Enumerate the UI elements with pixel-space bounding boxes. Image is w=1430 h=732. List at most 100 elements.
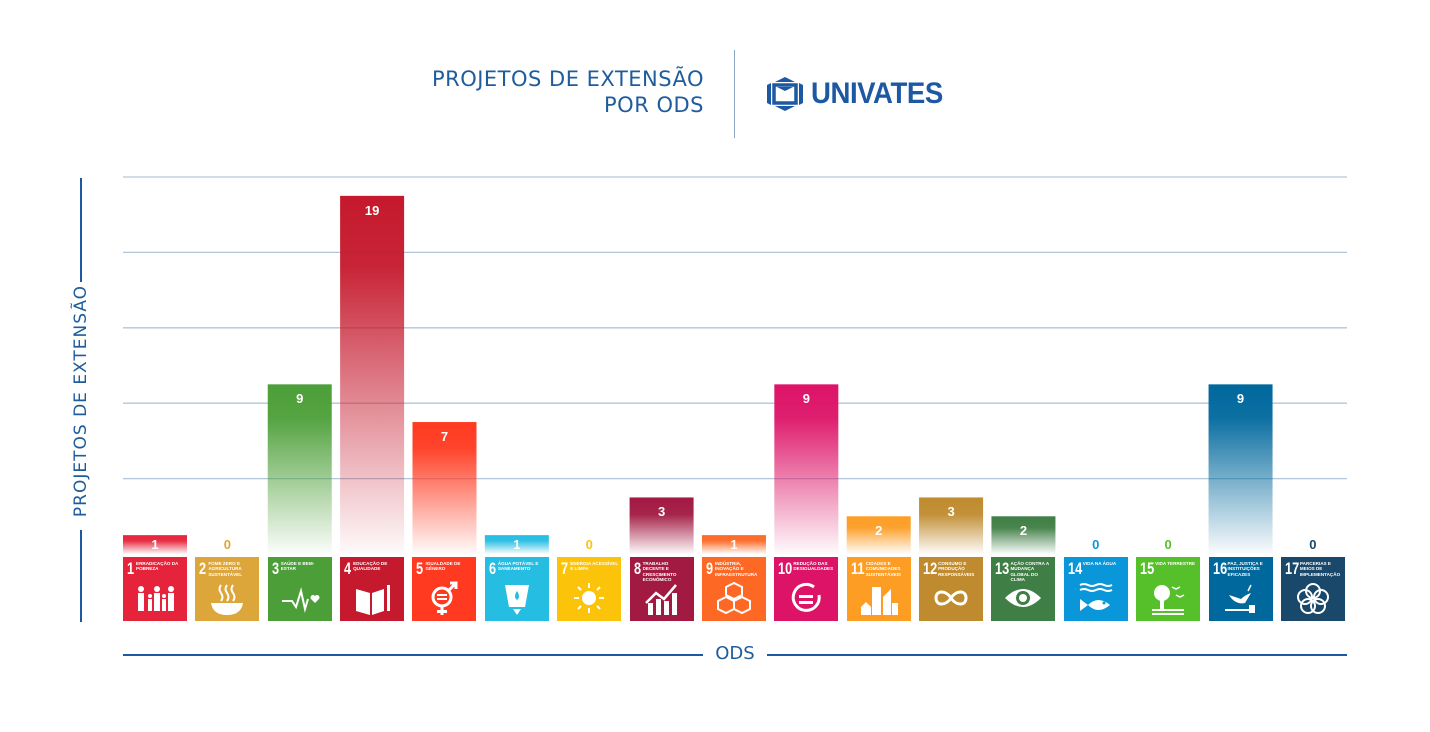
sdg-tile-6: 6 ÁGUA POTÁVEL E SANEAMENTO — [484, 557, 549, 621]
equal-circle-icon — [792, 582, 822, 612]
sdg-number: 7 — [561, 559, 569, 578]
header-divider — [734, 50, 735, 138]
sdg-number: 10 — [778, 559, 793, 578]
sdg-number: 2 — [199, 559, 207, 578]
value-label-ods-5: 7 — [440, 429, 449, 445]
y-axis-line-top — [80, 178, 82, 282]
sun-power-icon — [574, 583, 605, 613]
family-icon — [138, 586, 174, 611]
value-label-ods-4: 19 — [364, 202, 380, 218]
value-label-ods-7: 0 — [585, 537, 593, 552]
bar-ods-6 — [484, 535, 549, 554]
sdg-name: VIDA NA ÁGUA — [1082, 561, 1117, 566]
value-label-ods-2: 0 — [223, 537, 231, 552]
bars — [123, 195, 1273, 554]
sdg-name: REDUÇÃO DAS DESIGUALDADES — [793, 561, 834, 572]
sdg-tile-16: 16 PAZ, JUSTIÇA E INSTITUIÇÕES EFICAZES — [1208, 557, 1273, 621]
sdg-tile-12: 12 CONSUMO E PRODUÇÃO RESPONSÁVEIS — [919, 557, 984, 621]
sdg-name: PAZ, JUSTIÇA E INSTITUIÇÕES EFICAZES — [1227, 561, 1263, 577]
sdg-number: 4 — [344, 559, 352, 578]
sdg-name: IGUALDADE DE GÊNERO — [425, 561, 461, 572]
sdg-tile-14: 14 VIDA NA ÁGUA — [1063, 557, 1128, 621]
sdg-name: CIDADES E COMUNIDADES SUSTENTÁVEIS — [865, 561, 901, 577]
y-axis: PROJETOS DE EXTENSÃO — [71, 178, 91, 622]
city-icon — [860, 587, 898, 615]
bowl-icon — [211, 584, 244, 615]
value-label-ods-11: 2 — [875, 523, 883, 539]
value-label-ods-1: 1 — [151, 537, 159, 553]
value-label-ods-14: 0 — [1092, 537, 1100, 552]
bar-ods-12 — [919, 497, 984, 554]
bar-ods-8 — [629, 497, 694, 554]
value-label-ods-15: 0 — [1164, 537, 1172, 552]
sdg-tile-2: 2 FOME ZERO E AGRICULTURA SUSTENTÁVEL — [195, 557, 260, 621]
sdg-name: AÇÃO CONTRA A MUDANÇA GLOBAL DO CLIMA — [1010, 561, 1049, 583]
sdg-tile-5: 5 IGUALDADE DE GÊNERO — [412, 557, 477, 621]
sdg-number: 3 — [271, 559, 279, 578]
sdg-number: 11 — [850, 559, 865, 578]
value-label-ods-3: 9 — [296, 391, 304, 407]
water-glass-icon — [504, 585, 529, 615]
y-axis-line-bottom — [80, 530, 82, 622]
sdg-number: 16 — [1212, 559, 1227, 578]
sdg-name: ENERGIA ACESSÍVEL E LIMPA — [570, 561, 619, 572]
rings-icon — [1296, 583, 1329, 614]
value-label-ods-17: 0 — [1309, 537, 1317, 552]
value-label-ods-9: 1 — [730, 537, 738, 553]
page-title: PROJETOS DE EXTENSÃO POR ODS — [432, 66, 704, 118]
bar-ods-4 — [340, 195, 405, 554]
tree-icon — [1152, 585, 1185, 615]
x-axis-line-right — [767, 654, 1347, 656]
sdg-name: CONSUMO E PRODUÇÃO RESPONSÁVEIS — [938, 561, 975, 577]
sdg-tile-17: 17 PARCERIAS E MEIOS DE IMPLEMENTAÇÃO — [1280, 557, 1345, 621]
sdg-number: 6 — [488, 559, 496, 578]
value-label-ods-12: 3 — [947, 504, 955, 520]
sdg-tile-8: 8 TRABALHO DECENTE E CRESCIMENTO ECONÔMIC… — [629, 557, 694, 621]
sdg-name: PARCERIAS E MEIOS DE IMPLEMENTAÇÃO — [1299, 561, 1341, 577]
sdg-tile-11: 11 CIDADES E COMUNIDADES SUSTENTÁVEIS — [846, 557, 911, 621]
title-line-2: POR ODS — [604, 93, 704, 117]
sdg-number: 15 — [1140, 559, 1155, 578]
sdg-tile-9: 9 INDÚSTRIA, INOVAÇÃO E INFRAESTRUTURA — [701, 557, 766, 621]
x-axis-label: ODS — [705, 643, 765, 664]
cubes-icon — [716, 581, 751, 615]
sdg-number: 13 — [995, 559, 1010, 578]
eye-globe-icon — [1005, 589, 1042, 607]
growth-chart-icon — [644, 584, 677, 615]
x-axis: ODS — [123, 643, 1347, 667]
bar-ods-13 — [991, 516, 1056, 554]
sdg-tile-4: 4 EDUCAÇÃO DE QUALIDADE — [340, 557, 405, 621]
sdg-name: SAÚDE E BEM-ESTAR — [280, 561, 315, 572]
sdg-tile-7: 7 ENERGIA ACESSÍVEL E LIMPA — [557, 557, 622, 621]
sdg-tile-10: 10 REDUÇÃO DAS DESIGUALDADES — [774, 557, 839, 621]
sdg-tile-13: 13 AÇÃO CONTRA A MUDANÇA GLOBAL DO CLIMA — [991, 557, 1056, 621]
bar-ods-10 — [774, 384, 839, 554]
sdg-tile-15: 15 VIDA TERRESTRE — [1136, 557, 1201, 621]
logo-text: UNIVATES — [811, 77, 943, 110]
sdg-number: 17 — [1284, 559, 1300, 578]
title-line-1: PROJETOS DE EXTENSÃO — [431, 67, 704, 91]
dove-gavel-icon — [1224, 584, 1255, 613]
univates-logo: UNIVATES — [765, 76, 954, 112]
bar-ods-9 — [701, 535, 766, 554]
x-axis-line-left — [123, 654, 703, 656]
univates-emblem-icon — [767, 77, 803, 111]
sdg-name: INDÚSTRIA, INOVAÇÃO E INFRAESTRUTURA — [714, 561, 758, 577]
sdg-number: 1 — [127, 559, 135, 578]
value-label-ods-13: 2 — [1019, 523, 1028, 539]
sdg-tile-3: 3 SAÚDE E BEM-ESTAR — [267, 557, 332, 621]
sdg-name: ERRADICAÇÃO DA POBREZA — [136, 561, 179, 572]
sdg-number: 9 — [705, 559, 714, 578]
bar-ods-16 — [1208, 384, 1273, 554]
value-label-ods-10: 9 — [802, 391, 810, 407]
bar-ods-1 — [123, 535, 187, 554]
sdg-name: ÁGUA POTÁVEL E SANEAMENTO — [497, 561, 539, 572]
bar-ods-11 — [846, 516, 911, 554]
bar-ods-5 — [412, 422, 477, 554]
sdg-name: EDUCAÇÃO DE QUALIDADE — [353, 561, 388, 572]
value-label-ods-16: 9 — [1236, 391, 1245, 407]
sdg-name: FOME ZERO E AGRICULTURA SUSTENTÁVEL — [208, 561, 243, 577]
sdg-name: TRABALHO DECENTE E CRESCIMENTO ECONÔMICO — [642, 561, 677, 583]
value-label-ods-8: 3 — [657, 504, 666, 520]
